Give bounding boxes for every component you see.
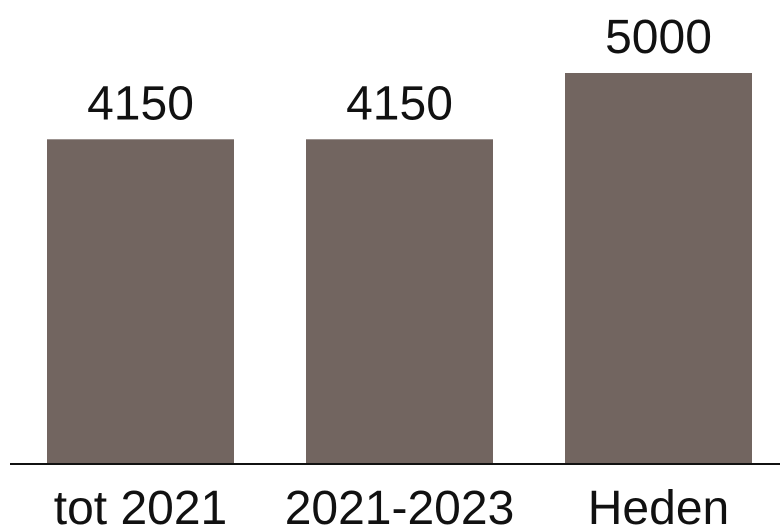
- bar-2: [306, 139, 493, 464]
- x-tick-label-2: 2021-2023: [285, 482, 515, 528]
- value-labels-group: 4150 4150 5000: [87, 11, 712, 130]
- x-tick-labels-group: tot 2021 2021-2023 Heden: [54, 482, 729, 528]
- value-label-1: 4150: [87, 77, 194, 130]
- value-label-2: 4150: [346, 77, 453, 130]
- x-tick-label-3: Heden: [588, 482, 729, 528]
- bars-group: [47, 73, 752, 464]
- bar-3: [565, 73, 752, 463]
- x-tick-label-1: tot 2021: [54, 482, 227, 528]
- bar-1: [47, 139, 234, 464]
- value-label-3: 5000: [605, 11, 712, 64]
